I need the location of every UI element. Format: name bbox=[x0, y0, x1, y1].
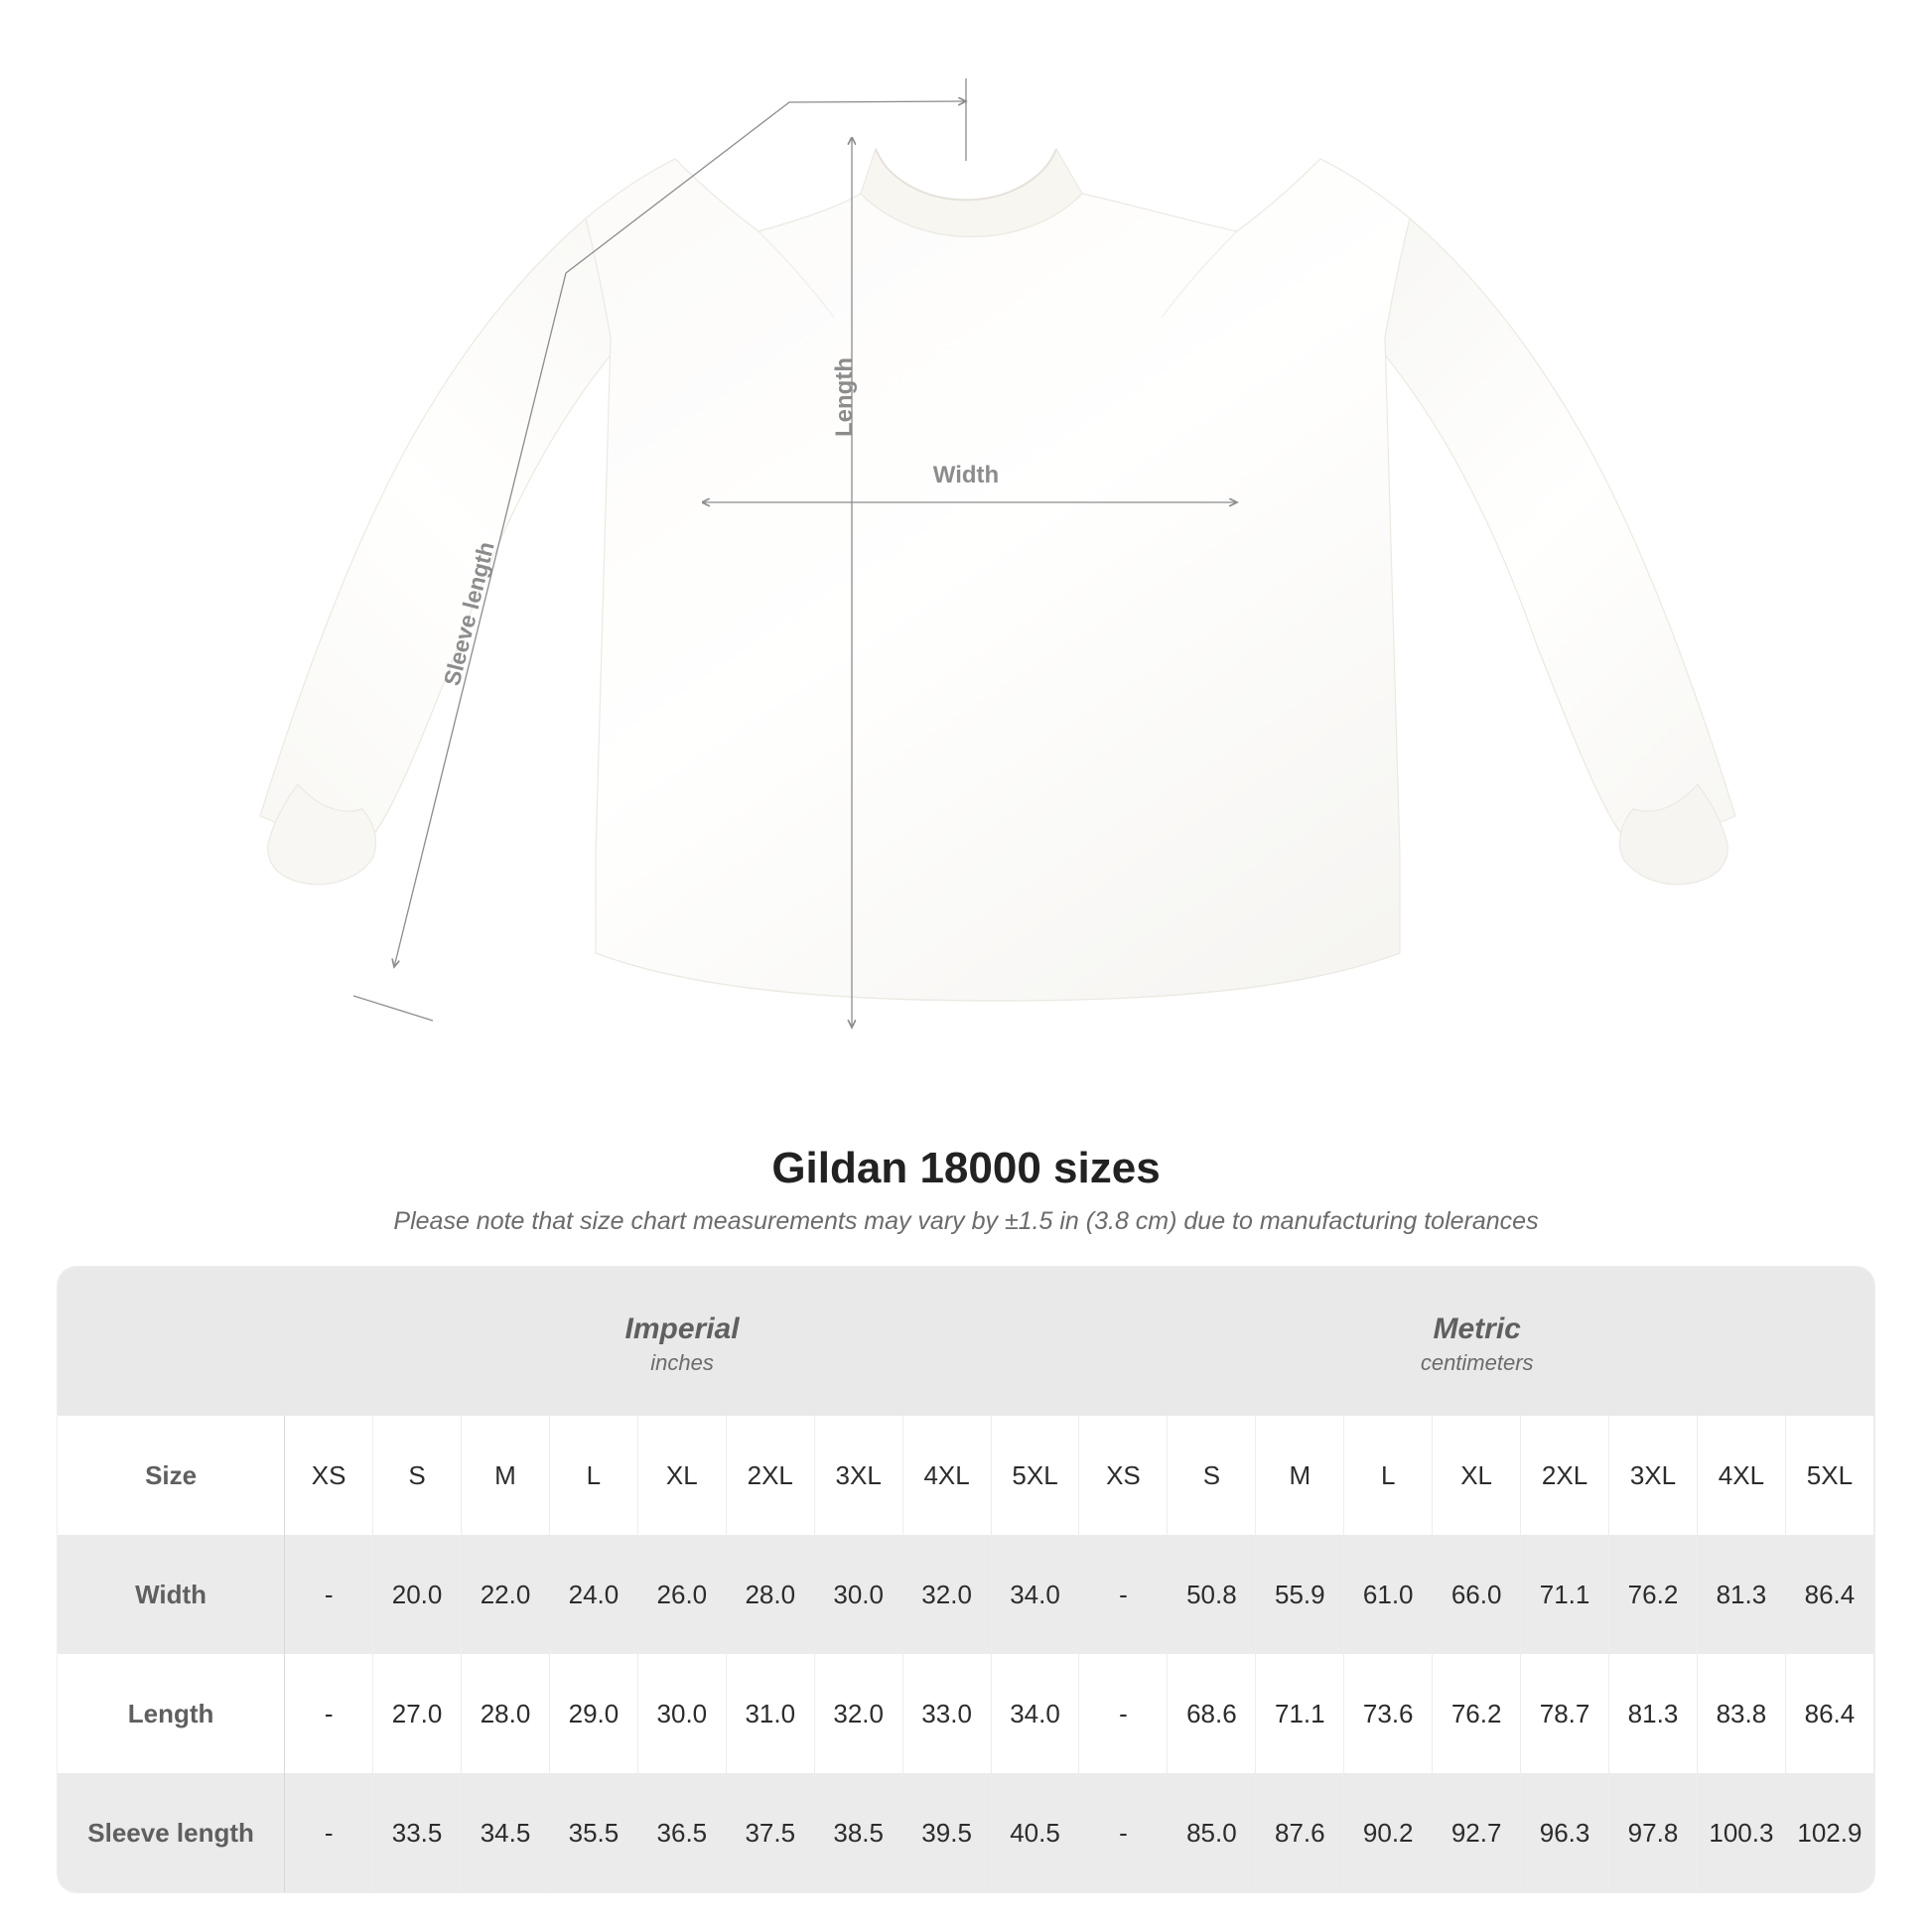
svg-text:Length: Length bbox=[831, 357, 858, 437]
svg-text:Sleeve length: Sleeve length bbox=[439, 539, 499, 688]
svg-text:Width: Width bbox=[933, 462, 999, 488]
